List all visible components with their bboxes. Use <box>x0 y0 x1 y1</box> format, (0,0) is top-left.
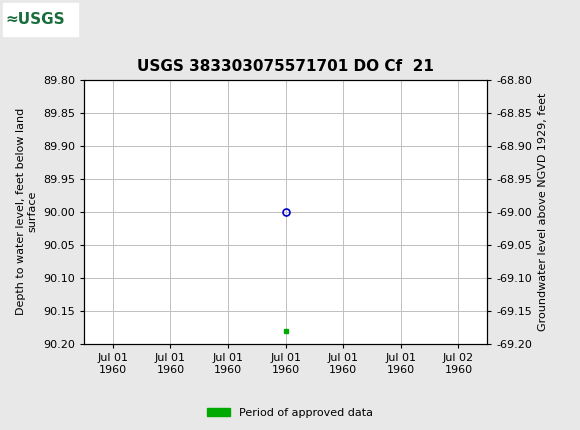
FancyBboxPatch shape <box>3 3 78 37</box>
Title: USGS 383303075571701 DO Cf  21: USGS 383303075571701 DO Cf 21 <box>137 59 434 74</box>
Y-axis label: Depth to water level, feet below land
surface: Depth to water level, feet below land su… <box>16 108 38 315</box>
Y-axis label: Groundwater level above NGVD 1929, feet: Groundwater level above NGVD 1929, feet <box>538 92 548 331</box>
Legend: Period of approved data: Period of approved data <box>203 403 377 422</box>
Text: ≈USGS: ≈USGS <box>6 12 66 27</box>
